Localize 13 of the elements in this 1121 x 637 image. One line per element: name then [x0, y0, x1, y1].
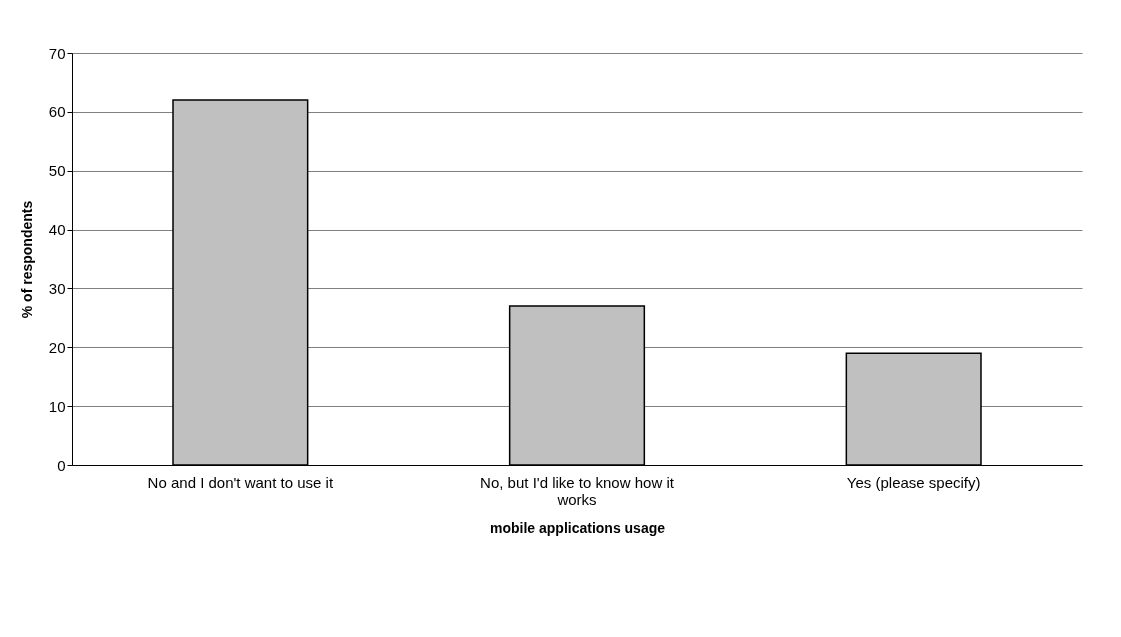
y-tick-label: 0: [57, 456, 66, 474]
y-tick-label: 10: [48, 397, 66, 415]
x-tick-label: Yes (please specify): [846, 473, 981, 491]
x-tick-label: No and I don't want to use it: [147, 473, 334, 491]
y-axis-title: % of respondents: [18, 200, 35, 319]
y-tick-label: 30: [48, 279, 66, 297]
y-tick-label: 40: [48, 221, 66, 239]
y-tick-label: 60: [48, 103, 66, 121]
y-tick-label: 70: [48, 44, 66, 62]
x-axis-title: mobile applications usage: [489, 519, 666, 536]
x-tick-label: No, but I'd like to know how it works: [480, 473, 675, 508]
y-tick-label: 50: [48, 162, 66, 180]
y-tick-label: 20: [48, 338, 66, 356]
